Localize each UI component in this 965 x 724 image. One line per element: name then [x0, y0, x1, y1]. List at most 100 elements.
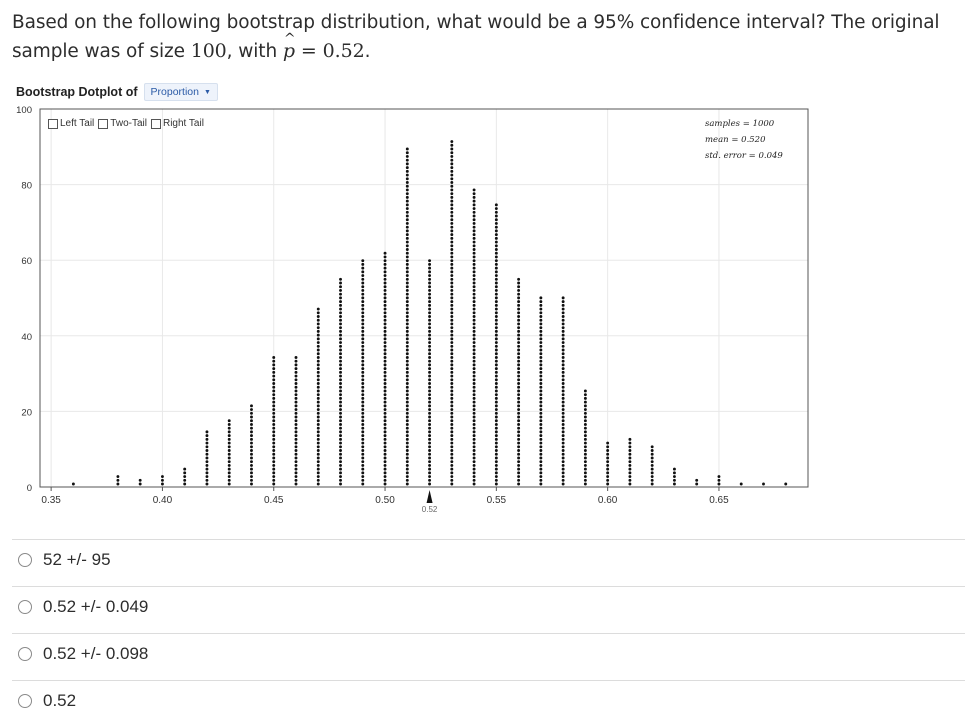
bootstrap-dot: [361, 355, 365, 359]
bootstrap-dot: [472, 266, 476, 270]
bootstrap-dot: [450, 419, 454, 423]
radio-button[interactable]: [18, 647, 32, 661]
answer-option[interactable]: 52 +/- 95: [18, 548, 111, 572]
bootstrap-dot: [450, 169, 454, 173]
bootstrap-dot: [383, 262, 387, 266]
bootstrap-dot: [205, 482, 209, 486]
radio-button[interactable]: [18, 553, 32, 567]
bootstrap-dot: [606, 456, 610, 460]
x-tick-label: 0.40: [153, 495, 173, 506]
bootstrap-dot: [428, 307, 432, 311]
bootstrap-dot: [316, 434, 320, 438]
bootstrap-dot: [250, 411, 253, 415]
bootstrap-dot: [628, 445, 632, 449]
statistic-dropdown[interactable]: Proportion ▼: [143, 83, 218, 101]
bootstrap-dot: [405, 203, 409, 207]
right-tail-checkbox[interactable]: [150, 118, 161, 129]
bootstrap-dot: [383, 251, 387, 255]
right-tail-toggle[interactable]: Right Tail: [150, 118, 204, 129]
bootstrap-dot: [583, 400, 587, 404]
bootstrap-dot: [494, 426, 498, 430]
bootstrap-dot: [472, 352, 476, 356]
bootstrap-dot: [517, 359, 521, 363]
bootstrap-dot: [450, 378, 454, 382]
bootstrap-dot: [339, 348, 342, 352]
bootstrap-dotplot: 0 20 40 60 80 100 0.35 0.40 0.45 0.50 0.55 0.60 0.6…: [16, 105, 809, 514]
left-tail-toggle[interactable]: Left Tail: [48, 118, 94, 129]
bootstrap-dot: [227, 441, 231, 445]
bootstrap-dot: [361, 307, 365, 311]
two-tail-toggle[interactable]: Two-Tail: [98, 118, 147, 129]
bootstrap-dot: [361, 482, 365, 486]
bootstrap-dot: [583, 441, 587, 445]
bootstrap-dot: [316, 463, 320, 467]
bootstrap-dot: [428, 404, 432, 408]
bootstrap-dot: [227, 463, 231, 467]
bootstrap-dot: [361, 437, 365, 441]
answer-option[interactable]: 0.52: [18, 689, 76, 713]
bootstrap-dot: [405, 221, 409, 225]
bootstrap-dot: [272, 374, 276, 378]
bootstrap-dot: [227, 478, 231, 482]
bootstrap-dot: [628, 456, 632, 460]
bootstrap-dot: [272, 463, 276, 467]
bootstrap-dot: [405, 408, 409, 412]
radio-button[interactable]: [18, 694, 32, 708]
bootstrap-dot: [405, 236, 409, 240]
bootstrap-dot: [183, 471, 187, 475]
bootstrap-dot: [428, 359, 432, 363]
bootstrap-dot: [339, 434, 342, 438]
bootstrap-dot: [494, 311, 498, 315]
dot-stack: [383, 251, 387, 486]
bootstrap-dot: [405, 456, 409, 460]
answer-option[interactable]: 0.52 +/- 0.098: [18, 642, 148, 666]
radio-button[interactable]: [18, 600, 32, 614]
bootstrap-dot: [383, 341, 387, 344]
x-tick-label: 0.50: [375, 495, 395, 506]
bootstrap-dot: [450, 233, 454, 237]
bootstrap-dot: [428, 374, 432, 378]
bootstrap-dot: [428, 460, 432, 464]
bootstrap-dot: [361, 396, 365, 400]
bootstrap-dot: [494, 259, 498, 263]
bootstrap-dot: [561, 422, 565, 426]
bootstrap-dot: [361, 288, 365, 292]
bootstrap-dot: [672, 478, 676, 482]
two-tail-checkbox[interactable]: [98, 118, 109, 129]
bootstrap-dot: [539, 363, 543, 367]
bootstrap-dot: [405, 270, 409, 274]
bootstrap-dot: [450, 437, 454, 441]
bootstrap-dot: [650, 482, 654, 486]
bootstrap-dot: [672, 482, 676, 486]
bootstrap-dot: [428, 456, 432, 460]
bootstrap-dot: [405, 311, 409, 315]
bootstrap-dot: [339, 445, 342, 449]
left-tail-checkbox[interactable]: [48, 118, 58, 129]
bootstrap-dot: [472, 348, 476, 352]
bootstrap-dot: [405, 400, 409, 404]
bootstrap-dot: [472, 288, 476, 292]
bootstrap-dot: [405, 404, 409, 408]
bootstrap-dot: [250, 478, 253, 482]
dot-stack: [116, 475, 120, 486]
bootstrap-dot: [383, 374, 387, 378]
bootstrap-dot: [272, 441, 276, 445]
answer-option[interactable]: 0.52 +/- 0.049: [18, 595, 148, 619]
bootstrap-dot: [450, 195, 454, 199]
bootstrap-dot: [561, 419, 565, 423]
bootstrap-dot: [428, 262, 432, 266]
bootstrap-dot: [339, 456, 342, 460]
bootstrap-dot: [405, 344, 409, 348]
bootstrap-dot: [227, 437, 231, 441]
bootstrap-dot: [472, 363, 476, 367]
bootstrap-dot: [138, 478, 142, 482]
bootstrap-dot: [405, 378, 409, 382]
bootstrap-dot: [250, 434, 253, 438]
bootstrap-dot: [561, 318, 565, 322]
bootstrap-dot: [583, 445, 587, 449]
bootstrap-dot: [428, 277, 432, 281]
bootstrap-dot: [628, 467, 632, 471]
bootstrap-dot: [517, 389, 521, 393]
bootstrap-dot: [383, 333, 387, 337]
divider: [12, 586, 965, 587]
